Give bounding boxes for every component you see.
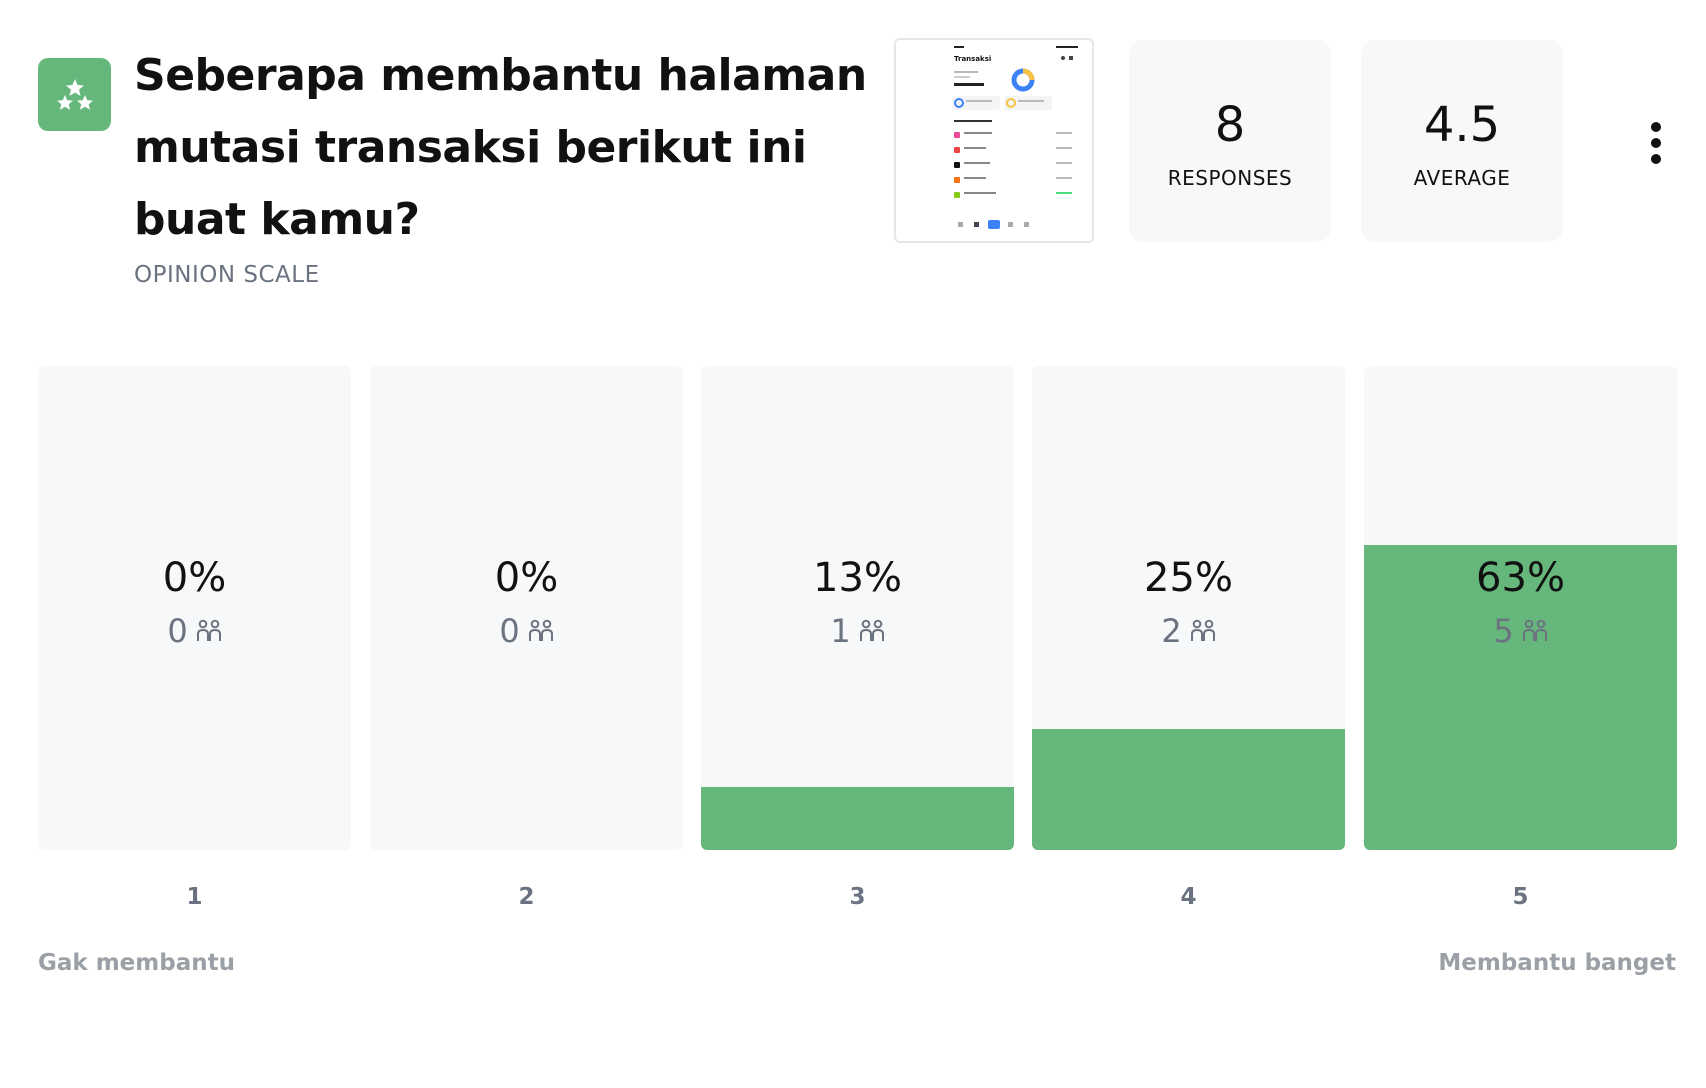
people-icon bbox=[528, 619, 553, 641]
average-label: AVERAGE bbox=[1413, 166, 1511, 190]
bar-count-value-4: 2 bbox=[1161, 612, 1182, 650]
bar-option-5: 63% 5 bbox=[1364, 366, 1677, 850]
scale-option-label-4: 4 bbox=[1180, 884, 1197, 910]
bar-fill-4 bbox=[1032, 729, 1345, 850]
bar-response-count-5: 5 bbox=[1364, 613, 1677, 649]
bar-count-value-5: 5 bbox=[1493, 612, 1514, 650]
bar-count-value-2: 0 bbox=[499, 612, 520, 650]
people-icon bbox=[1190, 619, 1215, 641]
people-icon bbox=[196, 619, 221, 641]
bar-response-count-1: 0 bbox=[38, 613, 351, 649]
bar-response-count-2: 0 bbox=[370, 613, 683, 649]
bar-percentage-1: 0% bbox=[162, 555, 227, 601]
scale-max-label: Membantu banget bbox=[1438, 950, 1676, 976]
more-options-button[interactable] bbox=[1636, 118, 1676, 168]
bar-percentage-4: 25% bbox=[1144, 555, 1233, 601]
responses-label: RESPONSES bbox=[1167, 166, 1293, 190]
bar-option-3: 13% 1 bbox=[701, 366, 1014, 850]
bar-fill-5 bbox=[1364, 545, 1677, 850]
bar-percentage-5: 63% bbox=[1476, 555, 1565, 601]
bar-fill-3 bbox=[701, 787, 1014, 850]
bar-percentage-3: 13% bbox=[813, 555, 902, 601]
bar-count-value-3: 1 bbox=[830, 612, 851, 650]
scale-option-label-2: 2 bbox=[518, 884, 535, 910]
question-image-thumbnail[interactable]: Transaksi bbox=[894, 38, 1094, 243]
average-stat: 4.5 AVERAGE bbox=[1361, 40, 1563, 242]
bar-response-count-3: 1 bbox=[701, 613, 1014, 649]
people-icon bbox=[1522, 619, 1547, 641]
bar-percentage-2: 0% bbox=[494, 555, 559, 601]
responses-stat: 8 RESPONSES bbox=[1129, 40, 1331, 242]
bar-count-value-1: 0 bbox=[167, 612, 188, 650]
scale-option-label-5: 5 bbox=[1512, 884, 1529, 910]
scale-option-label-1: 1 bbox=[186, 884, 203, 910]
bar-option-4: 25% 2 bbox=[1032, 366, 1345, 850]
bar-option-1: 0% 0 bbox=[38, 366, 351, 850]
bar-response-count-4: 2 bbox=[1032, 613, 1345, 649]
people-icon bbox=[859, 619, 884, 641]
question-type-label: OPINION SCALE bbox=[134, 262, 320, 288]
rating-stars-icon bbox=[38, 58, 111, 131]
bar-option-2: 0% 0 bbox=[370, 366, 683, 850]
vertical-dots-icon bbox=[1651, 122, 1661, 164]
scale-option-label-3: 3 bbox=[849, 884, 866, 910]
scale-min-label: Gak membantu bbox=[38, 950, 235, 976]
question-title: Seberapa membantu halaman mutasi transak… bbox=[134, 50, 867, 245]
average-value: 4.5 bbox=[1423, 97, 1501, 153]
thumbnail-title: Transaksi bbox=[954, 55, 991, 63]
responses-count: 8 bbox=[1214, 97, 1246, 153]
